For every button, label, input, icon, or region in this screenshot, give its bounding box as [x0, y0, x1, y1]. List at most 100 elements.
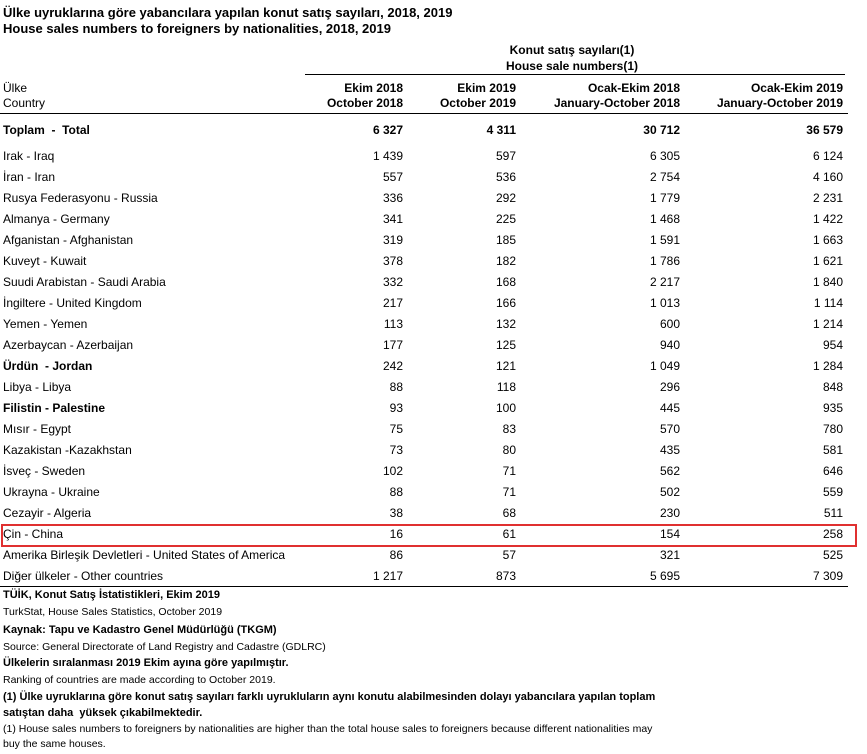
cell: 6 327: [372, 123, 403, 137]
footnote: TÜİK, Konut Satış İstatistikleri, Ekim 2…: [3, 589, 221, 601]
highlight-box: [1, 524, 857, 547]
cell: 125: [495, 338, 516, 352]
column-header: Ocak-Ekim 2019: [750, 81, 843, 95]
cell: 954: [822, 338, 843, 352]
column-header: October 2019: [439, 96, 516, 110]
cell: 61: [502, 527, 516, 541]
row-label: Kuveyt - Kuwait: [3, 254, 87, 268]
cell: 1 439: [372, 149, 403, 163]
row-label: Toplam - Total: [3, 123, 90, 137]
row-label: Mısır - Egypt: [3, 422, 72, 436]
footnote: Ülkelerin sıralanması 2019 Ekim ayına gö…: [3, 657, 289, 669]
cell: 217: [382, 296, 403, 310]
cell: 1 284: [812, 359, 843, 373]
footnote: Ranking of countries are made according …: [3, 674, 276, 686]
cell: 68: [502, 506, 516, 520]
cell: 332: [382, 275, 403, 289]
footnote: buy the same houses.: [3, 738, 106, 750]
cell: 154: [659, 527, 680, 541]
row-label: Rusya Federasyonu - Russia: [3, 191, 158, 205]
cell: 113: [383, 317, 403, 331]
cell: 435: [659, 443, 680, 457]
cell: 848: [822, 380, 843, 394]
row-label: Diğer ülkeler - Other countries: [3, 569, 164, 583]
cell: 225: [495, 212, 516, 226]
footnote: satıştan daha yüksek çıkabilmektedir.: [3, 707, 203, 719]
cell: 38: [389, 506, 403, 520]
footnote: (1) House sales numbers to foreigners by…: [3, 723, 653, 735]
row-label: Filistin - Palestine: [3, 401, 106, 415]
row-label: Cezayir - Algeria: [3, 506, 92, 520]
footnote: Kaynak: Tapu ve Kadastro Genel Müdürlüğü…: [3, 624, 277, 636]
row-label: Kazakistan -Kazakhstan: [3, 443, 132, 457]
footnote: TurkStat, House Sales Statistics, Octobe…: [3, 606, 223, 618]
row-label: Ürdün - Jordan: [3, 359, 93, 373]
column-header: Ekim 2019: [457, 81, 516, 95]
cell: 557: [382, 170, 403, 184]
cell: 36 579: [806, 123, 843, 137]
cell: 6 305: [649, 149, 680, 163]
group-header: House sale numbers(1): [505, 59, 639, 73]
cell: 1 049: [649, 359, 680, 373]
cell: 562: [659, 464, 680, 478]
cell: 2 231: [812, 191, 843, 205]
row-label: Suudi Arabistan - Saudi Arabia: [3, 275, 166, 289]
cell: 166: [495, 296, 516, 310]
cell: 83: [502, 422, 516, 436]
cell: 581: [822, 443, 843, 457]
group-header: Konut satış sayıları(1): [509, 43, 635, 57]
cell: 1 663: [812, 233, 843, 247]
column-header: January-October 2019: [716, 96, 843, 110]
column-header: October 2018: [326, 96, 403, 110]
cell: 1 621: [812, 254, 843, 268]
rule: [0, 113, 848, 114]
row-label: Libya - Libya: [3, 380, 72, 394]
row-label: Amerika Birleşik Devletleri - United Sta…: [3, 548, 286, 562]
cell: 2 754: [649, 170, 680, 184]
cell: 597: [495, 149, 516, 163]
cell: 88: [389, 380, 403, 394]
cell: 230: [659, 506, 680, 520]
cell: 511: [823, 506, 843, 520]
row-label: Yemen - Yemen: [3, 317, 88, 331]
footnote: Source: General Directorate of Land Regi…: [3, 641, 326, 653]
cell: 292: [495, 191, 516, 205]
cell: 780: [822, 422, 843, 436]
row-label: İran - Iran: [3, 170, 56, 184]
rule: [305, 74, 845, 75]
cell: 1 468: [649, 212, 680, 226]
cell: 873: [495, 569, 516, 583]
cell: 118: [496, 380, 516, 394]
column-header: Country: [3, 96, 46, 110]
cell: 182: [495, 254, 516, 268]
cell: 378: [382, 254, 403, 268]
cell: 1 591: [649, 233, 680, 247]
rule: [0, 586, 848, 587]
cell: 570: [659, 422, 680, 436]
cell: 1 422: [812, 212, 843, 226]
row-label: Azerbaycan - Azerbaijan: [3, 338, 134, 352]
column-header: January-October 2018: [553, 96, 680, 110]
cell: 1 013: [649, 296, 680, 310]
cell: 296: [659, 380, 680, 394]
cell: 16: [389, 527, 403, 541]
cell: 502: [659, 485, 680, 499]
title: Ülke uyruklarına göre yabancılara yapıla…: [3, 5, 453, 20]
cell: 336: [382, 191, 403, 205]
cell: 525: [822, 548, 843, 562]
cell: 80: [502, 443, 516, 457]
column-header: Ocak-Ekim 2018: [587, 81, 680, 95]
cell: 177: [382, 338, 403, 352]
footnote: (1) Ülke uyruklarına göre konut satış sa…: [3, 691, 656, 703]
cell: 73: [389, 443, 403, 457]
cell: 168: [495, 275, 516, 289]
cell: 185: [495, 233, 516, 247]
cell: 5 695: [649, 569, 680, 583]
cell: 940: [659, 338, 680, 352]
cell: 86: [389, 548, 403, 562]
cell: 319: [382, 233, 403, 247]
cell: 242: [382, 359, 403, 373]
cell: 1 779: [649, 191, 680, 205]
cell: 536: [495, 170, 516, 184]
